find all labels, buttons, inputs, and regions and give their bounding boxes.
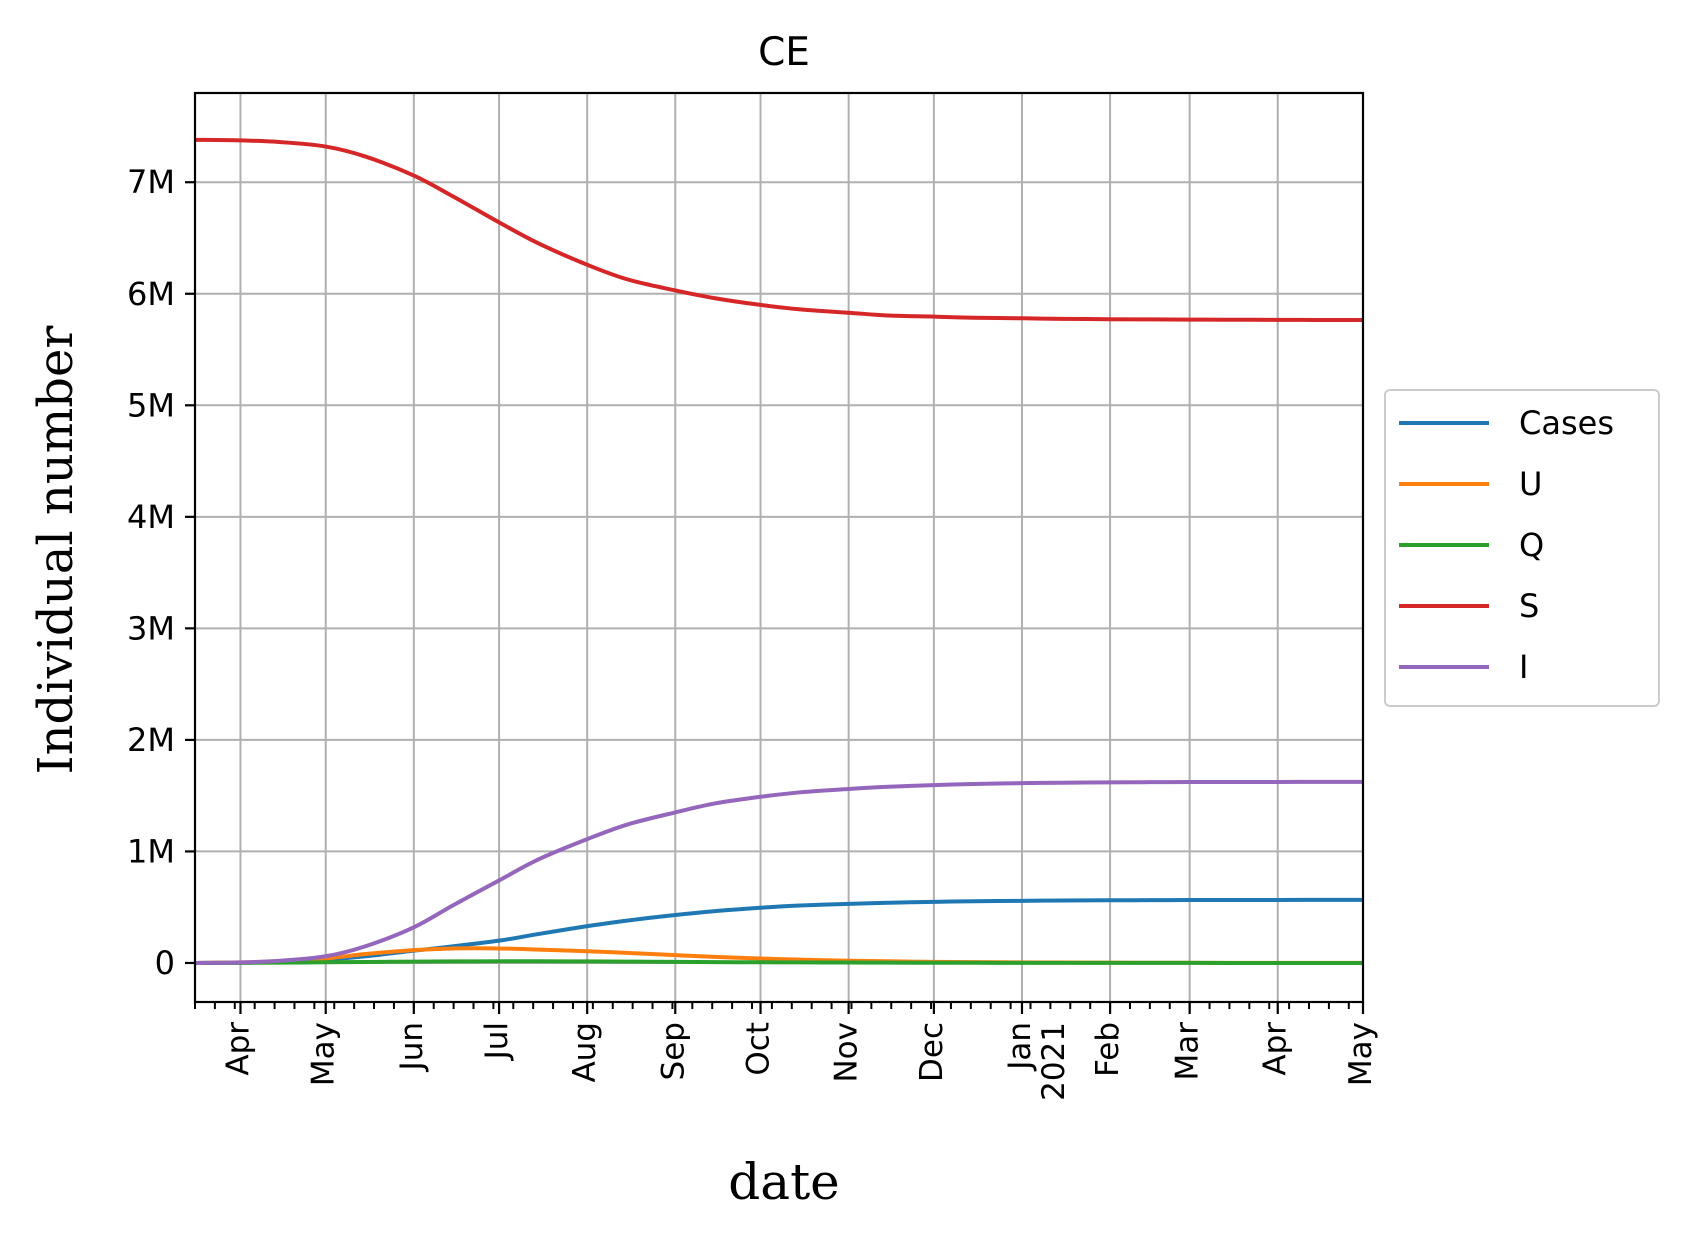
- x-tick-label-line: Dec: [914, 1022, 950, 1082]
- legend-label-cases: Cases: [1519, 404, 1614, 442]
- series-line-s: [194, 137, 1364, 322]
- series-layer: [194, 137, 1364, 965]
- x-tick-label-9: Jan2021: [1002, 1022, 1072, 1101]
- x-tick-label-line: Sep: [655, 1022, 691, 1080]
- y-axis-label: Individual number: [28, 326, 84, 775]
- x-tick-label-7: Nov: [829, 1022, 865, 1083]
- x-tick-label-line: Oct: [741, 1022, 777, 1076]
- y-tick-label-4: 4M: [127, 498, 175, 536]
- legend-label-u: U: [1519, 465, 1542, 503]
- x-tick-label-8: Dec: [914, 1022, 950, 1082]
- y-tick-label-0: 0: [155, 944, 175, 982]
- x-tick-label-line: Apr: [1258, 1022, 1294, 1076]
- x-tick-label-4: Aug: [567, 1022, 603, 1083]
- legend-box: [1384, 389, 1660, 707]
- legend-label-i: I: [1519, 648, 1528, 686]
- x-tick-label-line: Aug: [567, 1022, 603, 1083]
- axes: Apr May Jun Jul Aug Sep Oct Nov Dec Jan2021 Feb Mar…: [127, 163, 1379, 1101]
- y-tick-label-3: 3M: [127, 609, 175, 647]
- y-tick-label-5: 5M: [127, 386, 175, 424]
- x-tick-label-line: 2021: [1036, 1022, 1072, 1101]
- x-tick-label-line: May: [306, 1022, 342, 1086]
- x-tick-label-2: Jun: [394, 1022, 430, 1072]
- y-tick-label-2: 2M: [127, 721, 175, 759]
- x-tick-label-line: Jan: [1002, 1022, 1038, 1072]
- series-line-q: [194, 959, 1363, 965]
- x-tick-label-line: Nov: [829, 1022, 865, 1083]
- y-tick-label-6: 6M: [127, 275, 175, 313]
- x-tick-label-5: Sep: [655, 1022, 691, 1080]
- plot-area-frame: [193, 91, 1365, 1004]
- x-tick-label-line: Feb: [1090, 1022, 1126, 1077]
- x-tick-label-1: May: [306, 1022, 342, 1086]
- x-tick-label-6: Oct: [741, 1022, 777, 1076]
- x-tick-label-10: Feb: [1090, 1022, 1126, 1077]
- legend-label-s: S: [1519, 587, 1539, 625]
- x-tick-label-11: Mar: [1170, 1022, 1206, 1081]
- x-tick-label-line: May: [1343, 1022, 1379, 1086]
- x-tick-label-line: Apr: [220, 1022, 256, 1076]
- legend-label-q: Q: [1519, 526, 1544, 564]
- x-tick-label-13: May: [1343, 1022, 1379, 1086]
- x-tick-label-12: Apr: [1258, 1022, 1294, 1076]
- x-tick-label-line: Jun: [394, 1022, 430, 1072]
- x-tick-label-line: Mar: [1170, 1022, 1206, 1081]
- x-tick-label-3: Jul: [479, 1022, 515, 1061]
- chart-title: CE: [758, 30, 810, 75]
- series-line-i: [194, 779, 1364, 965]
- y-tick-label-7: 7M: [127, 163, 175, 201]
- x-tick-label-0: Apr: [220, 1022, 256, 1076]
- x-axis-label: date: [728, 1153, 840, 1211]
- x-tick-label-line: Jul: [479, 1022, 515, 1061]
- y-tick-label-1: 1M: [127, 832, 175, 870]
